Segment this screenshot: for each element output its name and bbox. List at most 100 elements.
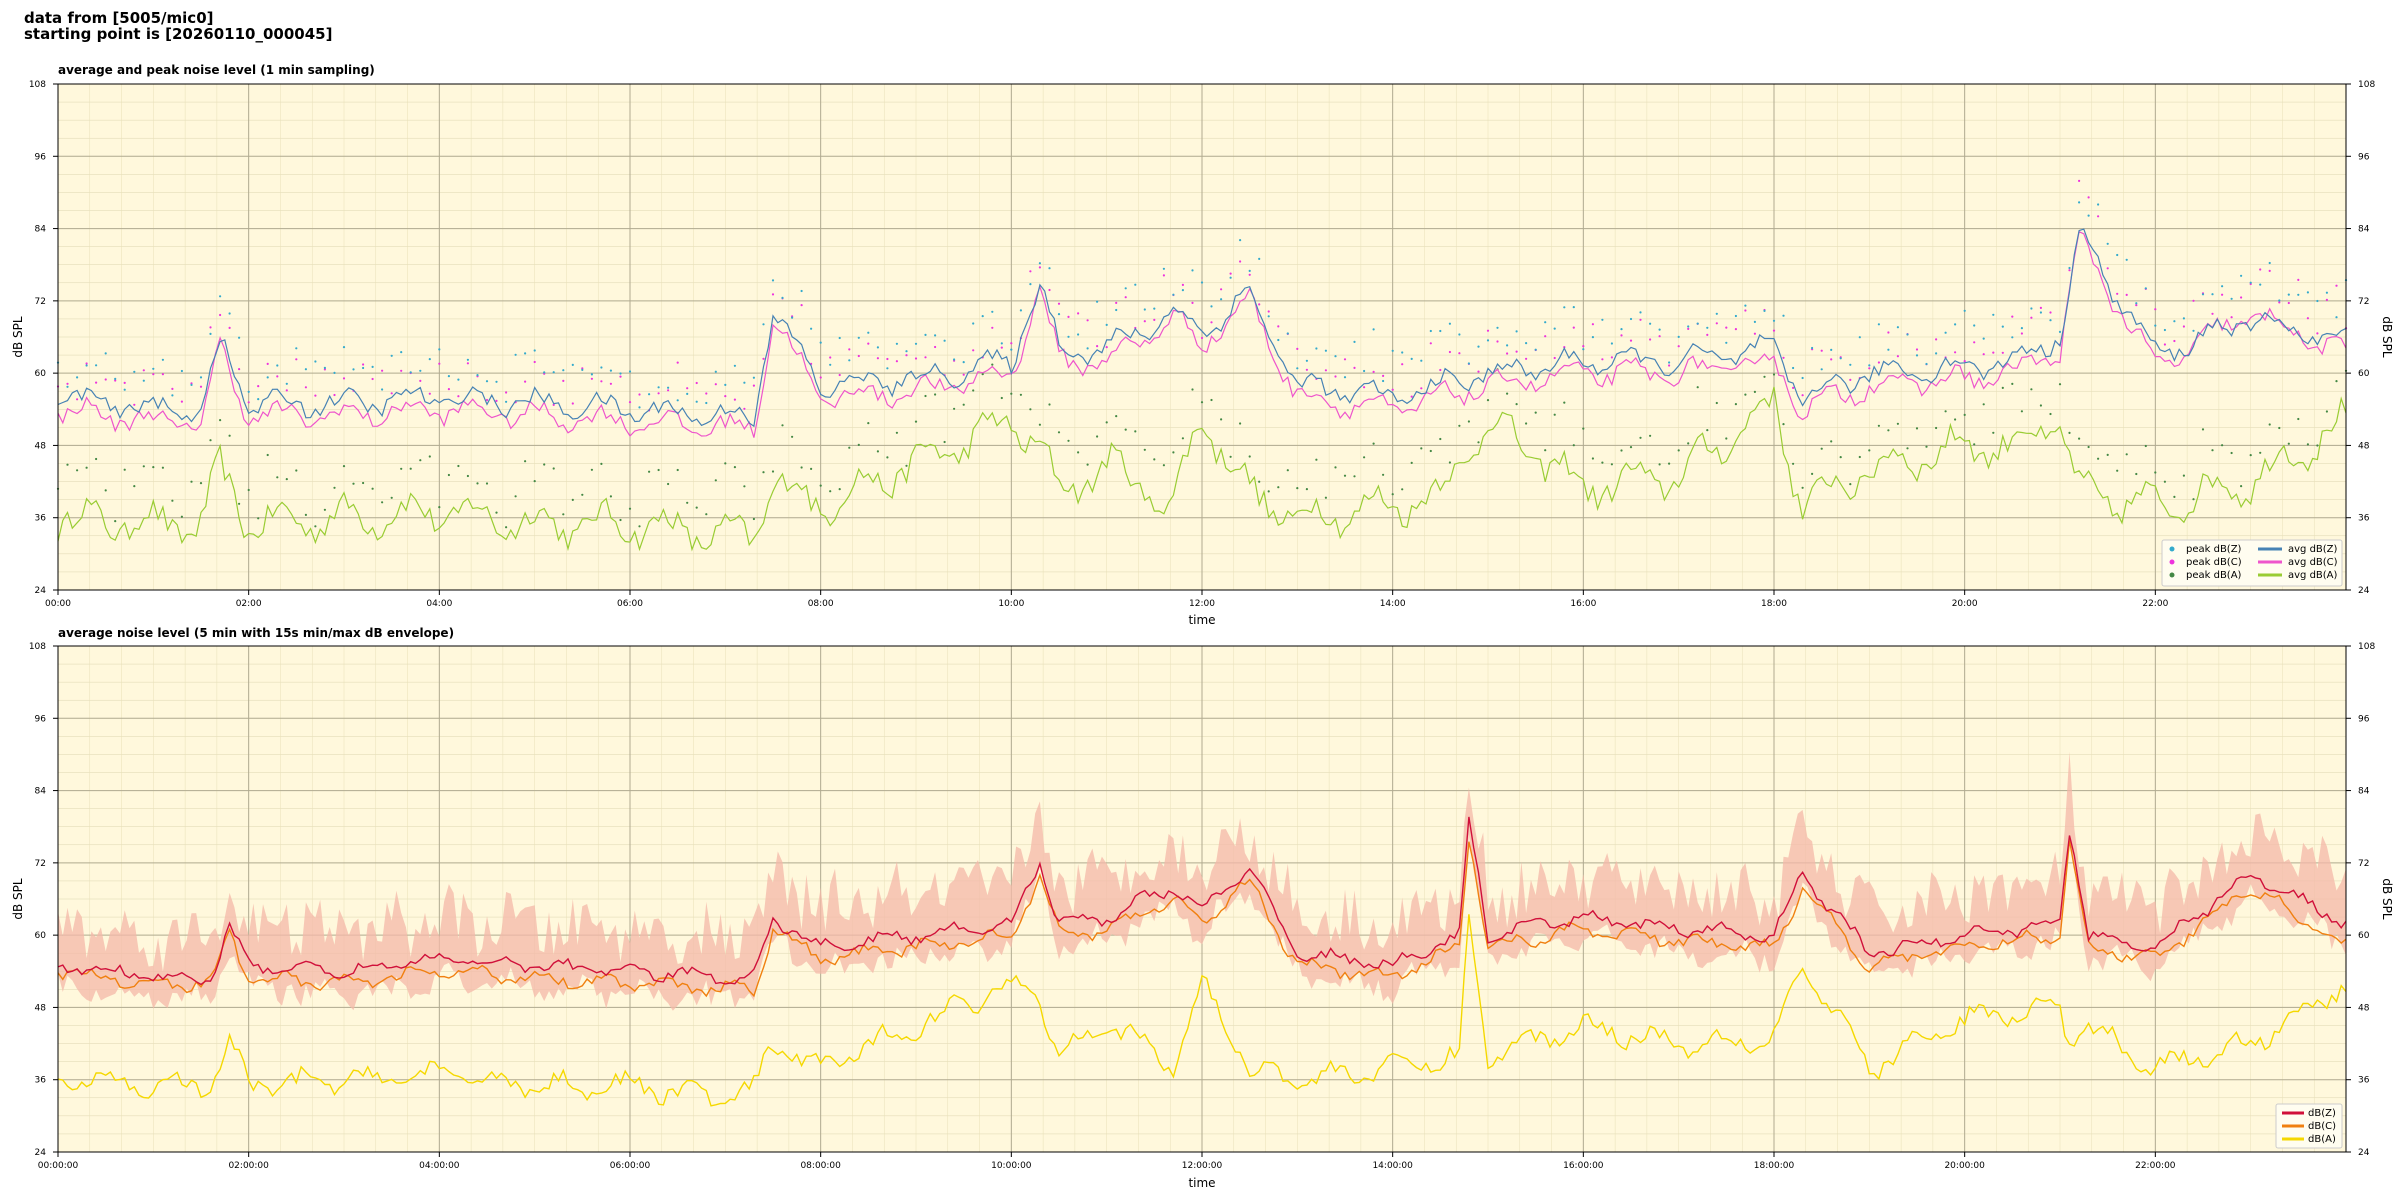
peak-point-z: [1200, 281, 1204, 284]
peak-point-a: [1372, 442, 1375, 445]
peak-point-a: [390, 496, 393, 499]
peak-point-c: [381, 369, 384, 372]
peak-point-z: [2049, 319, 2052, 322]
peak-point-c: [333, 393, 336, 397]
peak-point-z: [66, 385, 69, 388]
peak-point-a: [352, 482, 355, 485]
peak-point-z: [1763, 309, 1766, 312]
x-tick-label: 10:00: [998, 599, 1024, 609]
peak-point-c: [66, 382, 69, 385]
peak-point-a: [752, 517, 756, 521]
peak-point-a: [2240, 485, 2243, 488]
peak-point-a: [1239, 422, 1242, 425]
peak-point-z: [1677, 335, 1680, 338]
legend-z: dB(Z): [2308, 1108, 2336, 1119]
peak-point-z: [791, 316, 794, 319]
peak-point-c: [2068, 269, 2071, 272]
peak-point-a: [2201, 428, 2205, 431]
peak-point-a: [1668, 462, 1671, 465]
peak-point-z: [1544, 321, 1547, 324]
x-tick-label: 06:00:00: [610, 1161, 651, 1171]
peak-point-a: [505, 526, 508, 529]
peak-point-c: [1715, 322, 1718, 325]
peak-point-c: [924, 356, 927, 359]
peak-point-c: [447, 388, 450, 391]
peak-point-a: [552, 467, 555, 470]
peak-point-a: [886, 456, 889, 459]
x-tick-label: 08:00:00: [800, 1161, 841, 1171]
peak-point-z: [1772, 319, 1776, 322]
line-avg_a: [57, 386, 2347, 552]
peak-point-z: [257, 398, 260, 401]
peak-point-c: [2287, 301, 2290, 305]
peak-point-c: [1000, 346, 1003, 349]
peak-point-z: [1973, 324, 1976, 327]
peak-point-z: [381, 388, 384, 391]
peak-point-a: [428, 455, 431, 458]
peak-point-z: [171, 394, 174, 397]
peak-point-z: [686, 392, 689, 395]
peak-point-z: [2163, 328, 2166, 332]
page-header: data from [5005/mic0] starting point is …: [24, 10, 332, 42]
chart-top-grid: [57, 83, 2347, 591]
peak-point-a: [295, 469, 298, 472]
peak-point-a: [2154, 471, 2157, 474]
peak-point-z: [1048, 267, 1051, 270]
peak-point-z: [714, 370, 717, 373]
peak-point-z: [600, 366, 603, 369]
peak-point-c: [1410, 395, 1413, 398]
peak-point-c: [533, 360, 536, 364]
peak-point-a: [2078, 437, 2081, 440]
peak-point-z: [2201, 293, 2205, 296]
peak-point-c: [228, 326, 231, 329]
peak-point-z: [1382, 379, 1385, 383]
peak-point-a: [123, 468, 126, 471]
peak-point-c: [1105, 346, 1108, 349]
peak-point-a: [1048, 403, 1051, 406]
peak-point-a: [1706, 429, 1709, 432]
peak-point-c: [1057, 302, 1061, 305]
peak-point-z: [1458, 333, 1461, 336]
peak-point-a: [1010, 392, 1013, 395]
peak-point-a: [1334, 466, 1337, 469]
peak-point-c: [676, 361, 679, 364]
peak-point-z: [857, 336, 860, 339]
peak-point-c: [2268, 269, 2271, 272]
peak-point-a: [180, 515, 183, 518]
peak-point-c: [123, 381, 126, 384]
peak-point-z: [180, 369, 183, 373]
peak-point-c: [2211, 312, 2214, 315]
peak-point-z: [85, 364, 88, 367]
peak-point-a: [619, 518, 622, 522]
chart-top-xlabel: time: [1188, 613, 1215, 627]
x-tick-label: 20:00:00: [1944, 1161, 1985, 1171]
peak-point-c: [247, 401, 250, 404]
peak-point-z: [571, 363, 574, 366]
peak-point-c: [686, 387, 689, 390]
peak-point-a: [724, 462, 727, 465]
peak-point-z: [419, 369, 422, 372]
peak-point-a: [2297, 417, 2300, 421]
peak-point-z: [943, 339, 946, 342]
peak-point-z: [476, 374, 479, 377]
peak-point-a: [1572, 444, 1575, 447]
peak-point-z: [953, 358, 956, 361]
peak-point-z: [1153, 307, 1156, 310]
peak-point-a: [1839, 456, 1842, 459]
peak-point-a: [1877, 424, 1880, 427]
y-tick-label-left: 48: [35, 441, 47, 451]
peak-point-c: [1153, 318, 1156, 321]
peak-point-a: [447, 473, 450, 477]
peak-point-a: [857, 443, 860, 446]
peak-point-z: [1124, 287, 1127, 290]
peak-point-z: [1982, 337, 1985, 340]
peak-point-c: [876, 357, 880, 360]
y-tick-label-left: 48: [35, 1003, 47, 1013]
peak-point-z: [724, 383, 727, 386]
peak-point-a: [1248, 455, 1251, 458]
peak-point-c: [1658, 335, 1661, 338]
peak-point-z: [362, 366, 365, 370]
line-avg_z: [57, 228, 2347, 428]
peak-point-c: [1143, 320, 1146, 323]
peak-point-a: [266, 453, 269, 457]
